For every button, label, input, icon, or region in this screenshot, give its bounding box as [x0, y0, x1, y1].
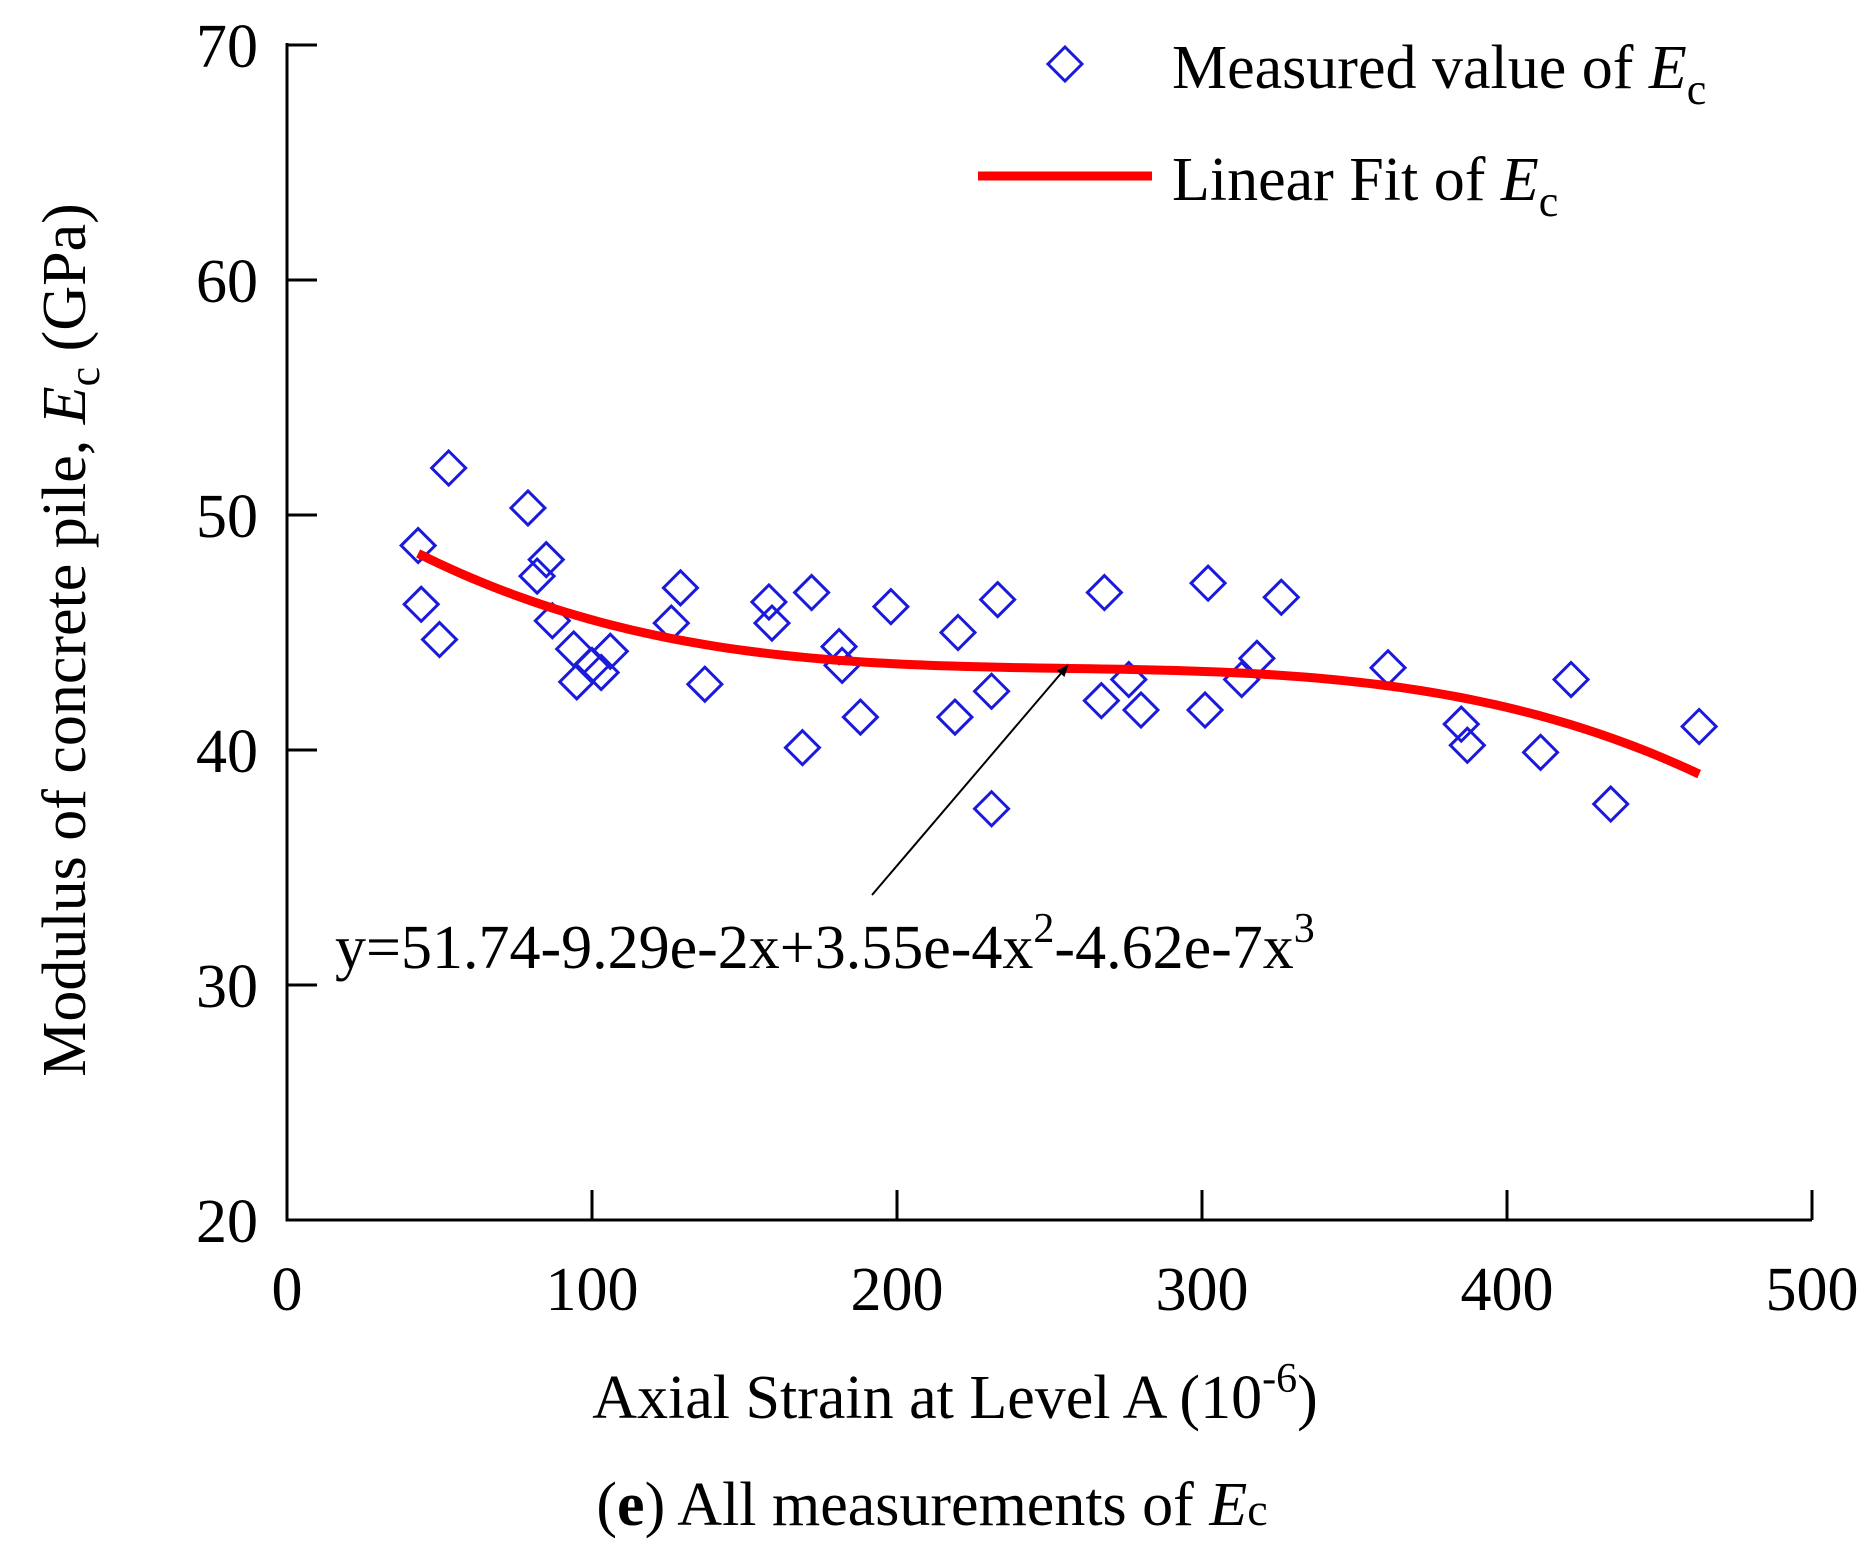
data-point [1185, 690, 1225, 730]
axes-frame [285, 43, 1812, 1222]
y-axis-label: Modulus of concrete pile, Ec (GPa) [31, 203, 109, 1077]
x-tick-label: 400 [1461, 1256, 1554, 1324]
x-axis-label: Axial Strain at Level A (10-6) [592, 1356, 1317, 1432]
data-point [938, 613, 978, 652]
data-point [841, 697, 880, 737]
data-point [1680, 707, 1719, 746]
figure-caption: (e) All measurements of Ec [596, 1471, 1267, 1539]
legend-label-measured: Measured value of Ec [1172, 34, 1706, 114]
legend-label-fit: Linear Fit of Ec [1172, 146, 1558, 226]
data-point [1082, 681, 1121, 720]
legend: Measured value of Ec Linear Fit of Ec [978, 34, 1706, 226]
data-point [1262, 578, 1301, 617]
data-point [508, 488, 548, 528]
data-point [429, 448, 468, 488]
data-point [1448, 726, 1487, 765]
equation-arrow [871, 664, 1069, 896]
data-point [1591, 784, 1630, 824]
data-point [972, 672, 1011, 711]
data-point [1188, 564, 1228, 603]
data-point [661, 568, 700, 607]
data-point [1085, 573, 1124, 612]
data-point [792, 573, 831, 612]
y-tick-label: 30 [196, 953, 258, 1021]
data-point [1551, 660, 1591, 699]
data-point [517, 556, 557, 596]
data-point [978, 580, 1017, 619]
y-tick-label: 60 [196, 248, 258, 316]
data-point [1121, 690, 1161, 730]
data-point [685, 665, 724, 704]
data-point [871, 587, 911, 626]
data-point [935, 697, 975, 737]
x-tick-label: 100 [546, 1256, 639, 1324]
y-tick-label: 20 [196, 1188, 258, 1256]
y-tick-label: 50 [196, 483, 258, 551]
data-point [591, 632, 630, 671]
data-point [752, 603, 792, 643]
x-tick-label: 500 [1766, 1256, 1859, 1324]
axis-ticks: 0 100 200 300 400 500 20 30 40 50 60 70 [196, 13, 1859, 1324]
legend-marker-diamond [1045, 44, 1085, 84]
data-point [749, 582, 789, 622]
x-tick-label: 300 [1156, 1256, 1249, 1324]
data-point [420, 620, 459, 659]
x-tick-label: 200 [851, 1256, 944, 1324]
data-point [399, 526, 438, 565]
data-point [783, 728, 822, 767]
fit-equation: y=51.74-9.29e-2x+3.55e-4x2-4.62e-7x3 [335, 906, 1315, 982]
data-point [1521, 733, 1560, 772]
x-tick-label: 0 [272, 1256, 303, 1324]
data-point [972, 789, 1011, 828]
data-point [527, 540, 566, 579]
data-point [402, 585, 441, 624]
y-tick-label: 70 [196, 13, 258, 81]
data-point [1442, 705, 1481, 744]
y-tick-label: 40 [196, 718, 258, 786]
